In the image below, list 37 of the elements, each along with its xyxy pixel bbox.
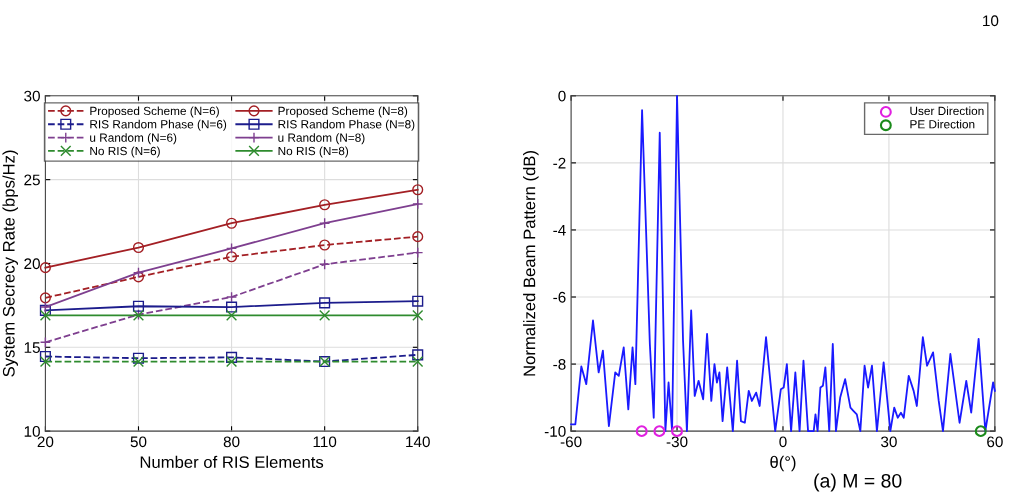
y-tick-label: 25 [24,174,40,186]
y-tick-label: 10 [24,426,40,437]
x-tick-label: 80 [223,436,240,448]
x-axis-title: θ(°) [770,455,796,472]
y-axis-title: Normalized Beam Pattern (dB) [523,151,539,376]
x-tick-label: 0 [779,436,787,448]
legend-label: No RIS (N=6) [90,146,160,158]
legend-label: u Random (N=6) [90,133,177,145]
text: 10 [983,15,999,27]
text: (a) M = 80 [814,473,902,492]
y-tick-label: -8 [553,358,566,370]
y-tick-label: -6 [553,291,566,303]
x-axis-title: Number of RIS Elements [140,455,324,469]
legend-label: No RIS (N=8) [278,146,349,158]
x-tick-label: 20 [37,436,54,448]
x-tick-label: 60 [987,436,1003,448]
y-tick-label: 30 [24,90,40,102]
x-tick-label: 30 [881,436,897,448]
x-tick-label: 140 [406,436,430,448]
y-tick-label: 15 [24,342,40,353]
y-tick-label: -2 [553,157,566,169]
y-tick-label: 20 [24,258,40,270]
y-tick-label: -4 [553,224,566,236]
y-tick-label: 0 [558,90,566,102]
y-axis-title: System Secrecy Rate (bps/Hz) [2,150,18,377]
legend-label: u Random (N=8) [278,133,365,145]
y-tick-label: -10 [544,426,566,437]
x-tick-label: -30 [666,436,688,448]
legend-label: RIS Random Phase (N=6) [90,119,227,131]
legend-label: Proposed Scheme (N=6) [90,106,219,118]
x-tick-label: -60 [560,436,582,448]
legend-label: PE Direction [910,119,975,129]
x-tick-label: 110 [313,436,337,448]
legend-label: User Direction [910,106,984,116]
legend-label: Proposed Scheme (N=8) [278,106,408,118]
x-tick-label: 50 [130,436,147,448]
legend-label: RIS Random Phase (N=8) [278,119,415,131]
